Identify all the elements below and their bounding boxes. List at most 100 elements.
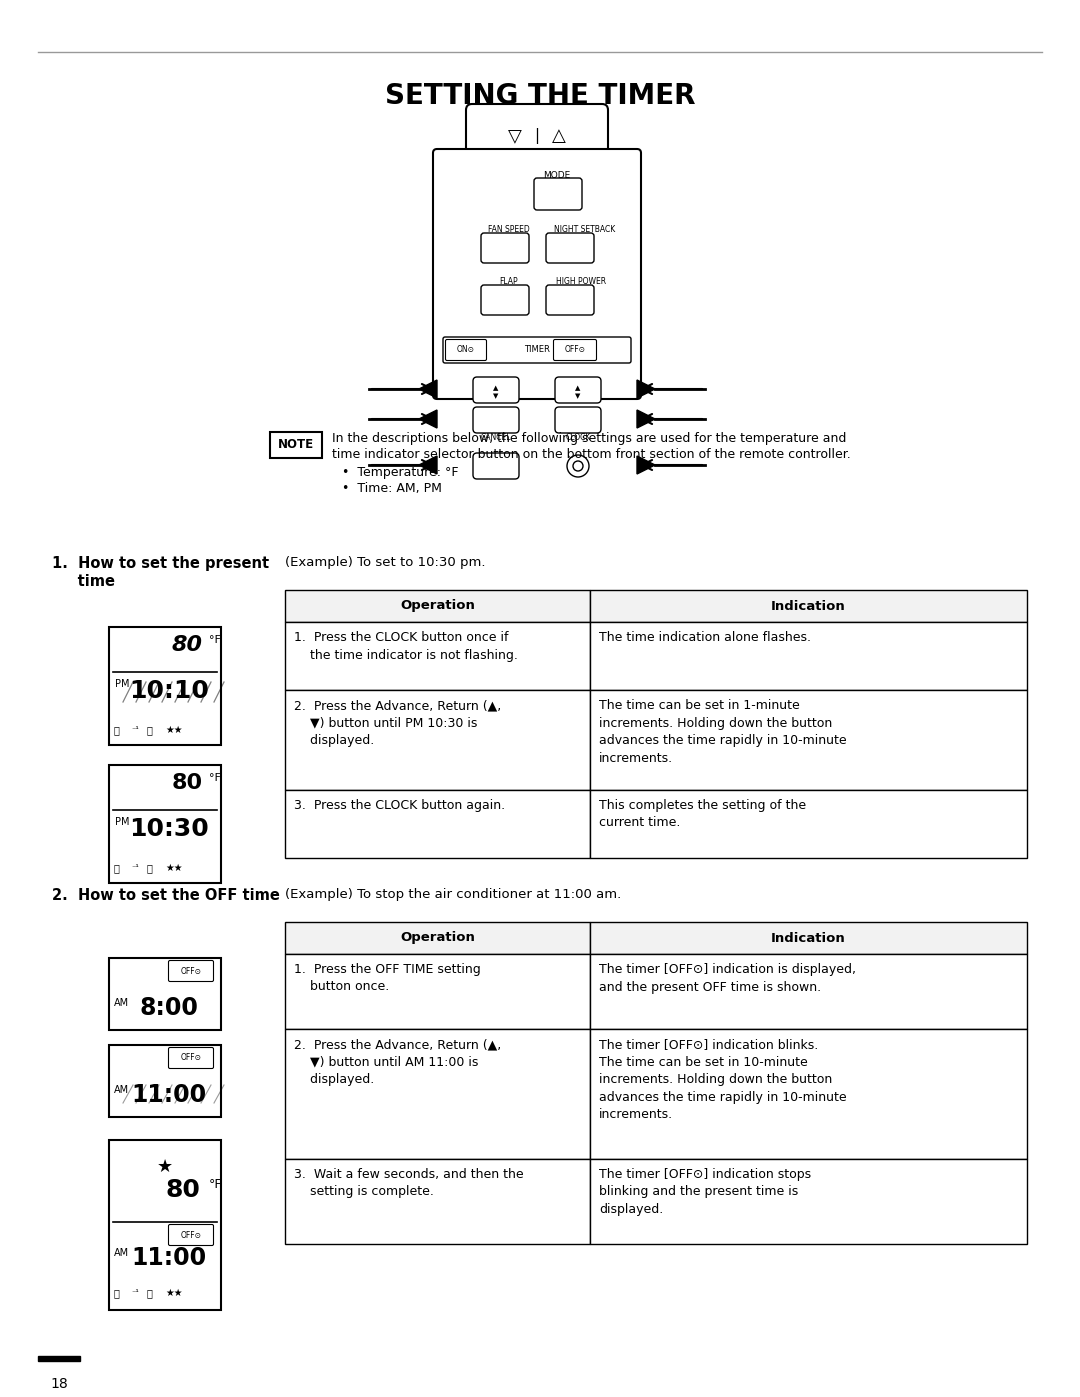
Text: ▼: ▼ [576, 393, 581, 400]
Text: (Example) To set to 10:30 pm.: (Example) To set to 10:30 pm. [285, 556, 486, 569]
Text: OFF⊙: OFF⊙ [180, 1053, 202, 1063]
Text: •  Temperature: °F: • Temperature: °F [342, 467, 459, 479]
Bar [590, 1030, 1027, 1160]
Bar [109, 958, 221, 1030]
Text: Ⓐ: Ⓐ [147, 863, 153, 873]
Text: time indicator selector button on the bottom front section of the remote control: time indicator selector button on the bo… [332, 448, 851, 461]
FancyBboxPatch shape [555, 407, 600, 433]
Text: ⁻¹: ⁻¹ [131, 863, 138, 872]
Bar [285, 690, 590, 789]
Text: PM: PM [114, 679, 130, 689]
Text: ▲: ▲ [576, 386, 581, 391]
Bar [285, 954, 590, 1030]
Text: Ⓐ: Ⓐ [147, 1288, 153, 1298]
Text: Operation: Operation [400, 599, 475, 612]
Text: AM: AM [114, 997, 130, 1009]
Text: PM: PM [114, 817, 130, 827]
Text: This completes the setting of the
current time.: This completes the setting of the curren… [599, 799, 806, 830]
Bar [285, 922, 590, 954]
Polygon shape [637, 455, 654, 474]
Text: ★: ★ [157, 1158, 173, 1176]
Text: FLAP: FLAP [500, 278, 518, 286]
Polygon shape [419, 380, 437, 398]
Text: △: △ [552, 127, 566, 145]
Text: 2.  Press the Advance, Return (▲,
    ▼) button until PM 10:30 is
    displayed.: 2. Press the Advance, Return (▲, ▼) butt… [294, 698, 501, 747]
Bar [285, 1160, 590, 1243]
Text: TIMER: TIMER [524, 345, 550, 355]
Text: CLOCK: CLOCK [565, 433, 591, 441]
Text: ★★: ★★ [165, 725, 183, 735]
Text: ★★: ★★ [165, 1288, 183, 1298]
FancyBboxPatch shape [473, 453, 519, 479]
Bar [109, 766, 221, 883]
Text: 2.  How to set the OFF time: 2. How to set the OFF time [52, 888, 280, 902]
FancyBboxPatch shape [534, 177, 582, 210]
FancyBboxPatch shape [446, 339, 486, 360]
Bar [590, 789, 1027, 858]
Bar [590, 954, 1027, 1030]
Bar [285, 1030, 590, 1160]
Polygon shape [637, 409, 654, 427]
Text: (Example) To stop the air conditioner at 11:00 am.: (Example) To stop the air conditioner at… [285, 888, 621, 901]
Text: Ⓐ: Ⓐ [114, 1288, 120, 1298]
FancyBboxPatch shape [546, 233, 594, 263]
Text: °F: °F [210, 636, 221, 645]
Text: Operation: Operation [400, 932, 475, 944]
FancyBboxPatch shape [481, 285, 529, 314]
Text: Ⓐ: Ⓐ [114, 863, 120, 873]
Bar [285, 789, 590, 858]
Text: AM: AM [114, 1085, 130, 1095]
Bar [590, 590, 1027, 622]
Polygon shape [637, 380, 654, 398]
Bar [270, 432, 322, 458]
Text: HIGH POWER: HIGH POWER [556, 278, 606, 286]
FancyBboxPatch shape [481, 233, 529, 263]
Text: ▽: ▽ [508, 127, 522, 145]
Text: OFF⊙: OFF⊙ [565, 345, 585, 355]
Text: 10:30: 10:30 [130, 817, 208, 841]
FancyBboxPatch shape [554, 339, 596, 360]
Text: ⁻¹: ⁻¹ [131, 1288, 138, 1296]
Text: 3.  Press the CLOCK button again.: 3. Press the CLOCK button again. [294, 799, 505, 812]
Text: CANCEL: CANCEL [481, 433, 511, 441]
FancyBboxPatch shape [473, 407, 519, 433]
Text: 2.  Press the Advance, Return (▲,
    ▼) button until AM 11:00 is
    displayed.: 2. Press the Advance, Return (▲, ▼) butt… [294, 1038, 501, 1085]
Text: 1.  How to set the present: 1. How to set the present [52, 556, 269, 571]
Text: •  Time: AM, PM: • Time: AM, PM [342, 482, 442, 495]
Bar [590, 1160, 1027, 1243]
Text: time: time [52, 574, 114, 590]
Text: °F: °F [210, 1178, 222, 1192]
Text: 80: 80 [165, 1178, 201, 1201]
Text: 11:00: 11:00 [132, 1083, 206, 1106]
Text: AM: AM [114, 1248, 130, 1259]
Text: The time indication alone flashes.: The time indication alone flashes. [599, 631, 811, 644]
FancyBboxPatch shape [168, 1048, 214, 1069]
Text: The timer [OFF⊙] indication is displayed,
and the present OFF time is shown.: The timer [OFF⊙] indication is displayed… [599, 963, 856, 993]
FancyBboxPatch shape [555, 377, 600, 402]
Text: The timer [OFF⊙] indication blinks.
The time can be set in 10-minute
increments.: The timer [OFF⊙] indication blinks. The … [599, 1038, 847, 1120]
Text: MODE: MODE [543, 170, 570, 179]
Text: ⁻¹: ⁻¹ [131, 725, 138, 733]
FancyBboxPatch shape [546, 285, 594, 314]
Text: 80: 80 [172, 773, 203, 793]
Bar [109, 1045, 221, 1118]
Text: The timer [OFF⊙] indication stops
blinking and the present time is
displayed.: The timer [OFF⊙] indication stops blinki… [599, 1168, 811, 1215]
Text: Ⓐ: Ⓐ [147, 725, 153, 735]
Text: 3.  Wait a few seconds, and then the
    setting is complete.: 3. Wait a few seconds, and then the sett… [294, 1168, 524, 1199]
Text: °F: °F [210, 773, 221, 782]
Text: 80: 80 [172, 636, 203, 655]
Text: 18: 18 [50, 1377, 68, 1391]
FancyBboxPatch shape [443, 337, 631, 363]
Bar [285, 622, 590, 690]
Text: Ⓐ: Ⓐ [114, 725, 120, 735]
Text: SETTING THE TIMER: SETTING THE TIMER [384, 82, 696, 110]
Text: In the descriptions below, the following settings are used for the temperature a: In the descriptions below, the following… [332, 432, 847, 446]
Bar [590, 690, 1027, 789]
Text: Indication: Indication [771, 599, 846, 612]
FancyBboxPatch shape [433, 149, 642, 400]
FancyBboxPatch shape [168, 961, 214, 982]
Text: NOTE: NOTE [278, 439, 314, 451]
Text: FAN SPEED: FAN SPEED [488, 225, 530, 235]
Text: The time can be set in 1-minute
increments. Holding down the button
advances the: The time can be set in 1-minute incremen… [599, 698, 847, 764]
Text: 8:00: 8:00 [139, 996, 199, 1020]
